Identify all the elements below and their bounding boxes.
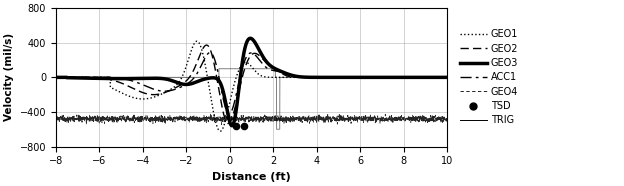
Y-axis label: Velocity (mil/s): Velocity (mil/s)	[4, 33, 14, 121]
Point	[232, 124, 241, 127]
Legend: GEO1, GEO2, GEO3, ACC1, GEO4, TSD, TRIG: GEO1, GEO2, GEO3, ACC1, GEO4, TSD, TRIG	[456, 25, 522, 129]
X-axis label: Distance (ft): Distance (ft)	[212, 172, 291, 182]
Point	[239, 124, 249, 127]
